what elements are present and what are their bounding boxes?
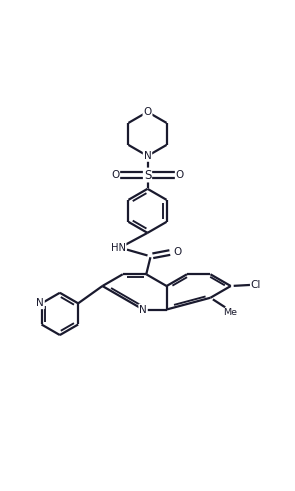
Text: N: N (144, 151, 151, 161)
Text: O: O (174, 246, 182, 257)
Text: O: O (111, 170, 119, 180)
Text: S: S (144, 168, 151, 182)
Text: O: O (143, 107, 152, 117)
Text: HN: HN (111, 244, 126, 253)
Text: Me: Me (223, 308, 237, 317)
Text: N: N (36, 299, 44, 308)
Text: Cl: Cl (251, 280, 261, 290)
Text: N: N (139, 304, 147, 315)
Text: O: O (176, 170, 184, 180)
